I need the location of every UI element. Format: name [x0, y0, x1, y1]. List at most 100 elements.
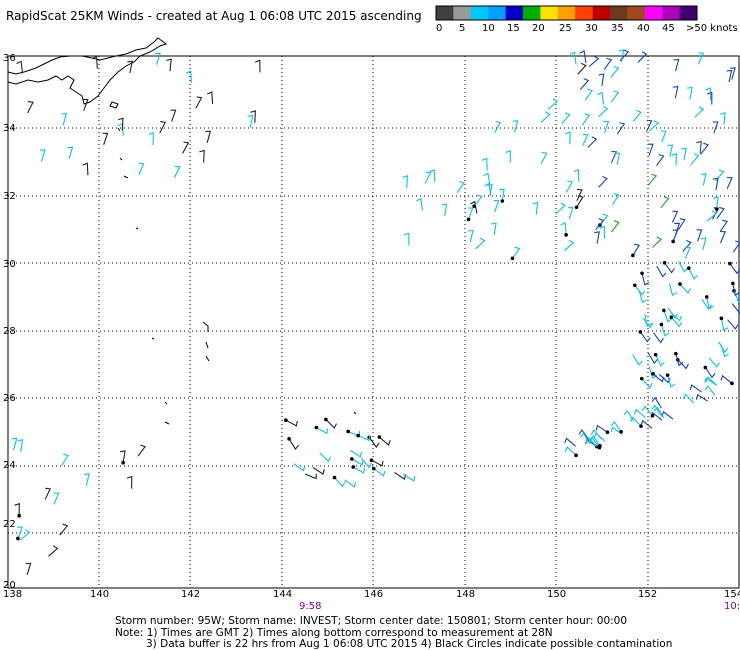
- wind-barb: [713, 196, 719, 210]
- wind-barb: [645, 119, 653, 132]
- wind-barb: [373, 468, 386, 477]
- wind-barb: [647, 173, 658, 186]
- wind-barb: [705, 376, 718, 386]
- wind-barb: [719, 219, 728, 232]
- wind-barb: [11, 437, 18, 451]
- lat-label-32: 32: [3, 191, 16, 202]
- wind-barb: [712, 177, 719, 191]
- wind-barb: [729, 263, 740, 275]
- wind-barb: [652, 373, 665, 383]
- colorbar-swatch: [505, 6, 524, 20]
- wind-barb: [185, 70, 192, 84]
- wind-barb: [487, 183, 493, 197]
- wind-barb: [567, 207, 574, 220]
- wind-barb: [671, 210, 679, 223]
- wind-barb: [470, 200, 478, 214]
- wind-barb: [681, 147, 687, 161]
- wind-barb: [250, 110, 256, 123]
- wind-barb: [573, 169, 580, 182]
- minami-tori-islet: [353, 411, 357, 415]
- izu-island-1: [109, 101, 119, 109]
- wind-barb: [564, 437, 576, 447]
- wind-barb: [708, 357, 720, 368]
- wind-barb: [670, 311, 683, 322]
- wind-barb: [561, 112, 571, 125]
- bonin-island-1: [151, 337, 155, 340]
- wind-barb: [82, 162, 89, 176]
- wind-barb: [651, 404, 662, 416]
- wind-barb: [670, 316, 683, 328]
- wind-barb: [325, 419, 337, 429]
- wind-barb: [719, 230, 727, 244]
- contamination-dot: [719, 316, 724, 321]
- contamination-dot: [662, 308, 666, 313]
- wind-barb: [690, 153, 700, 166]
- wind-barb: [576, 195, 584, 208]
- wind-barb: [732, 240, 740, 253]
- colorbar-swatch: [436, 6, 454, 20]
- wind-barb: [493, 200, 500, 213]
- contamination-dot: [665, 373, 670, 377]
- contamination-dot: [356, 433, 360, 438]
- wind-barb: [648, 120, 660, 132]
- land-outlines: [7, 37, 357, 425]
- wind-barb: [170, 109, 177, 122]
- wind-barb: [585, 438, 598, 448]
- contamination-dot: [324, 417, 328, 422]
- wind-barb: [578, 429, 590, 441]
- lat-label-36: 36: [3, 53, 16, 64]
- colorbar-swatch: [575, 6, 593, 20]
- colorbar-swatch: [644, 6, 663, 20]
- footer-buffer-note: 3) Data buffer is 22 hrs from Aug 1 06:0…: [146, 638, 672, 650]
- wind-barb: [641, 378, 653, 389]
- wind-barb: [587, 136, 598, 148]
- wind-barb: [673, 59, 680, 72]
- wind-barb: [316, 427, 329, 435]
- wind-barb: [593, 432, 606, 442]
- contamination-dot: [671, 239, 675, 244]
- wind-barb: [632, 109, 642, 122]
- izu-island-3: [119, 157, 123, 161]
- contamination-dot: [639, 424, 643, 428]
- wind-barb: [726, 176, 733, 190]
- wind-barb: [689, 384, 702, 393]
- wind-barb: [148, 132, 154, 145]
- contamination-dot: [703, 365, 708, 370]
- wind-barb: [688, 267, 698, 280]
- contamination-dot: [674, 351, 678, 356]
- footer-storm-info: Storm number: 95W; Storm name: INVEST; S…: [115, 615, 627, 627]
- wind-barb: [671, 153, 677, 166]
- wind-barb: [610, 420, 622, 433]
- wind-vectors: [11, 49, 740, 575]
- contamination-dot: [332, 475, 337, 480]
- wind-barb: [565, 180, 574, 193]
- wind-barb: [732, 283, 740, 296]
- wind-barb: [14, 502, 20, 516]
- contamination-dot: [686, 266, 691, 270]
- contamination-dot: [121, 460, 125, 465]
- lon-label-152: 152: [638, 589, 657, 600]
- lon-label-150: 150: [547, 589, 566, 600]
- wind-barb: [614, 152, 621, 165]
- wind-barb: [634, 284, 646, 296]
- lat-label-34: 34: [3, 123, 16, 134]
- izu-island-5: [135, 227, 139, 230]
- wind-barb: [704, 377, 717, 386]
- wind-barb: [705, 87, 712, 101]
- wind-barb: [730, 67, 736, 80]
- wind-barb: [667, 307, 679, 319]
- wind-barb: [564, 239, 575, 252]
- wind-barb: [166, 58, 172, 72]
- lat-label-20: 20: [3, 580, 16, 591]
- wind-barb: [475, 237, 486, 250]
- wind-barb: [718, 341, 729, 353]
- colorbar-label-15: 15: [507, 23, 520, 34]
- colorbar-border: [435, 5, 698, 21]
- wind-barb: [715, 169, 725, 182]
- colorbar-label-0: 0: [436, 23, 442, 34]
- wind-barb: [48, 545, 59, 557]
- wind-barb: [682, 239, 692, 252]
- wind-barb: [357, 435, 371, 442]
- colorbar-swatch: [662, 6, 680, 20]
- contamination-dot: [605, 430, 610, 435]
